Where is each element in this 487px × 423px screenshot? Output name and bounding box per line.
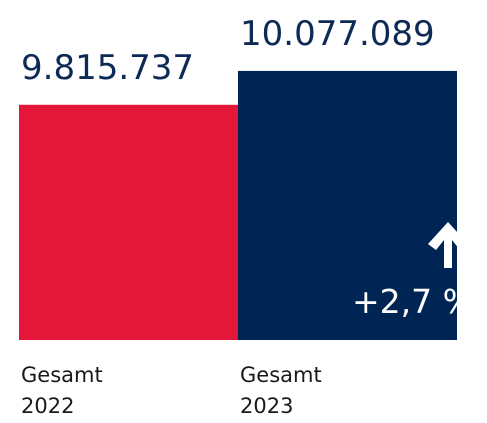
- category-label: Gesamt 2022: [21, 363, 103, 418]
- arrow-icon: [428, 222, 468, 268]
- value-label: 10.077.089: [240, 14, 435, 54]
- bar: [238, 70, 457, 341]
- value-label: 9.815.737: [21, 48, 194, 88]
- annotation: +2,7 %: [352, 282, 474, 321]
- bar: [19, 104, 238, 340]
- category-label: Gesamt 2023: [240, 363, 322, 418]
